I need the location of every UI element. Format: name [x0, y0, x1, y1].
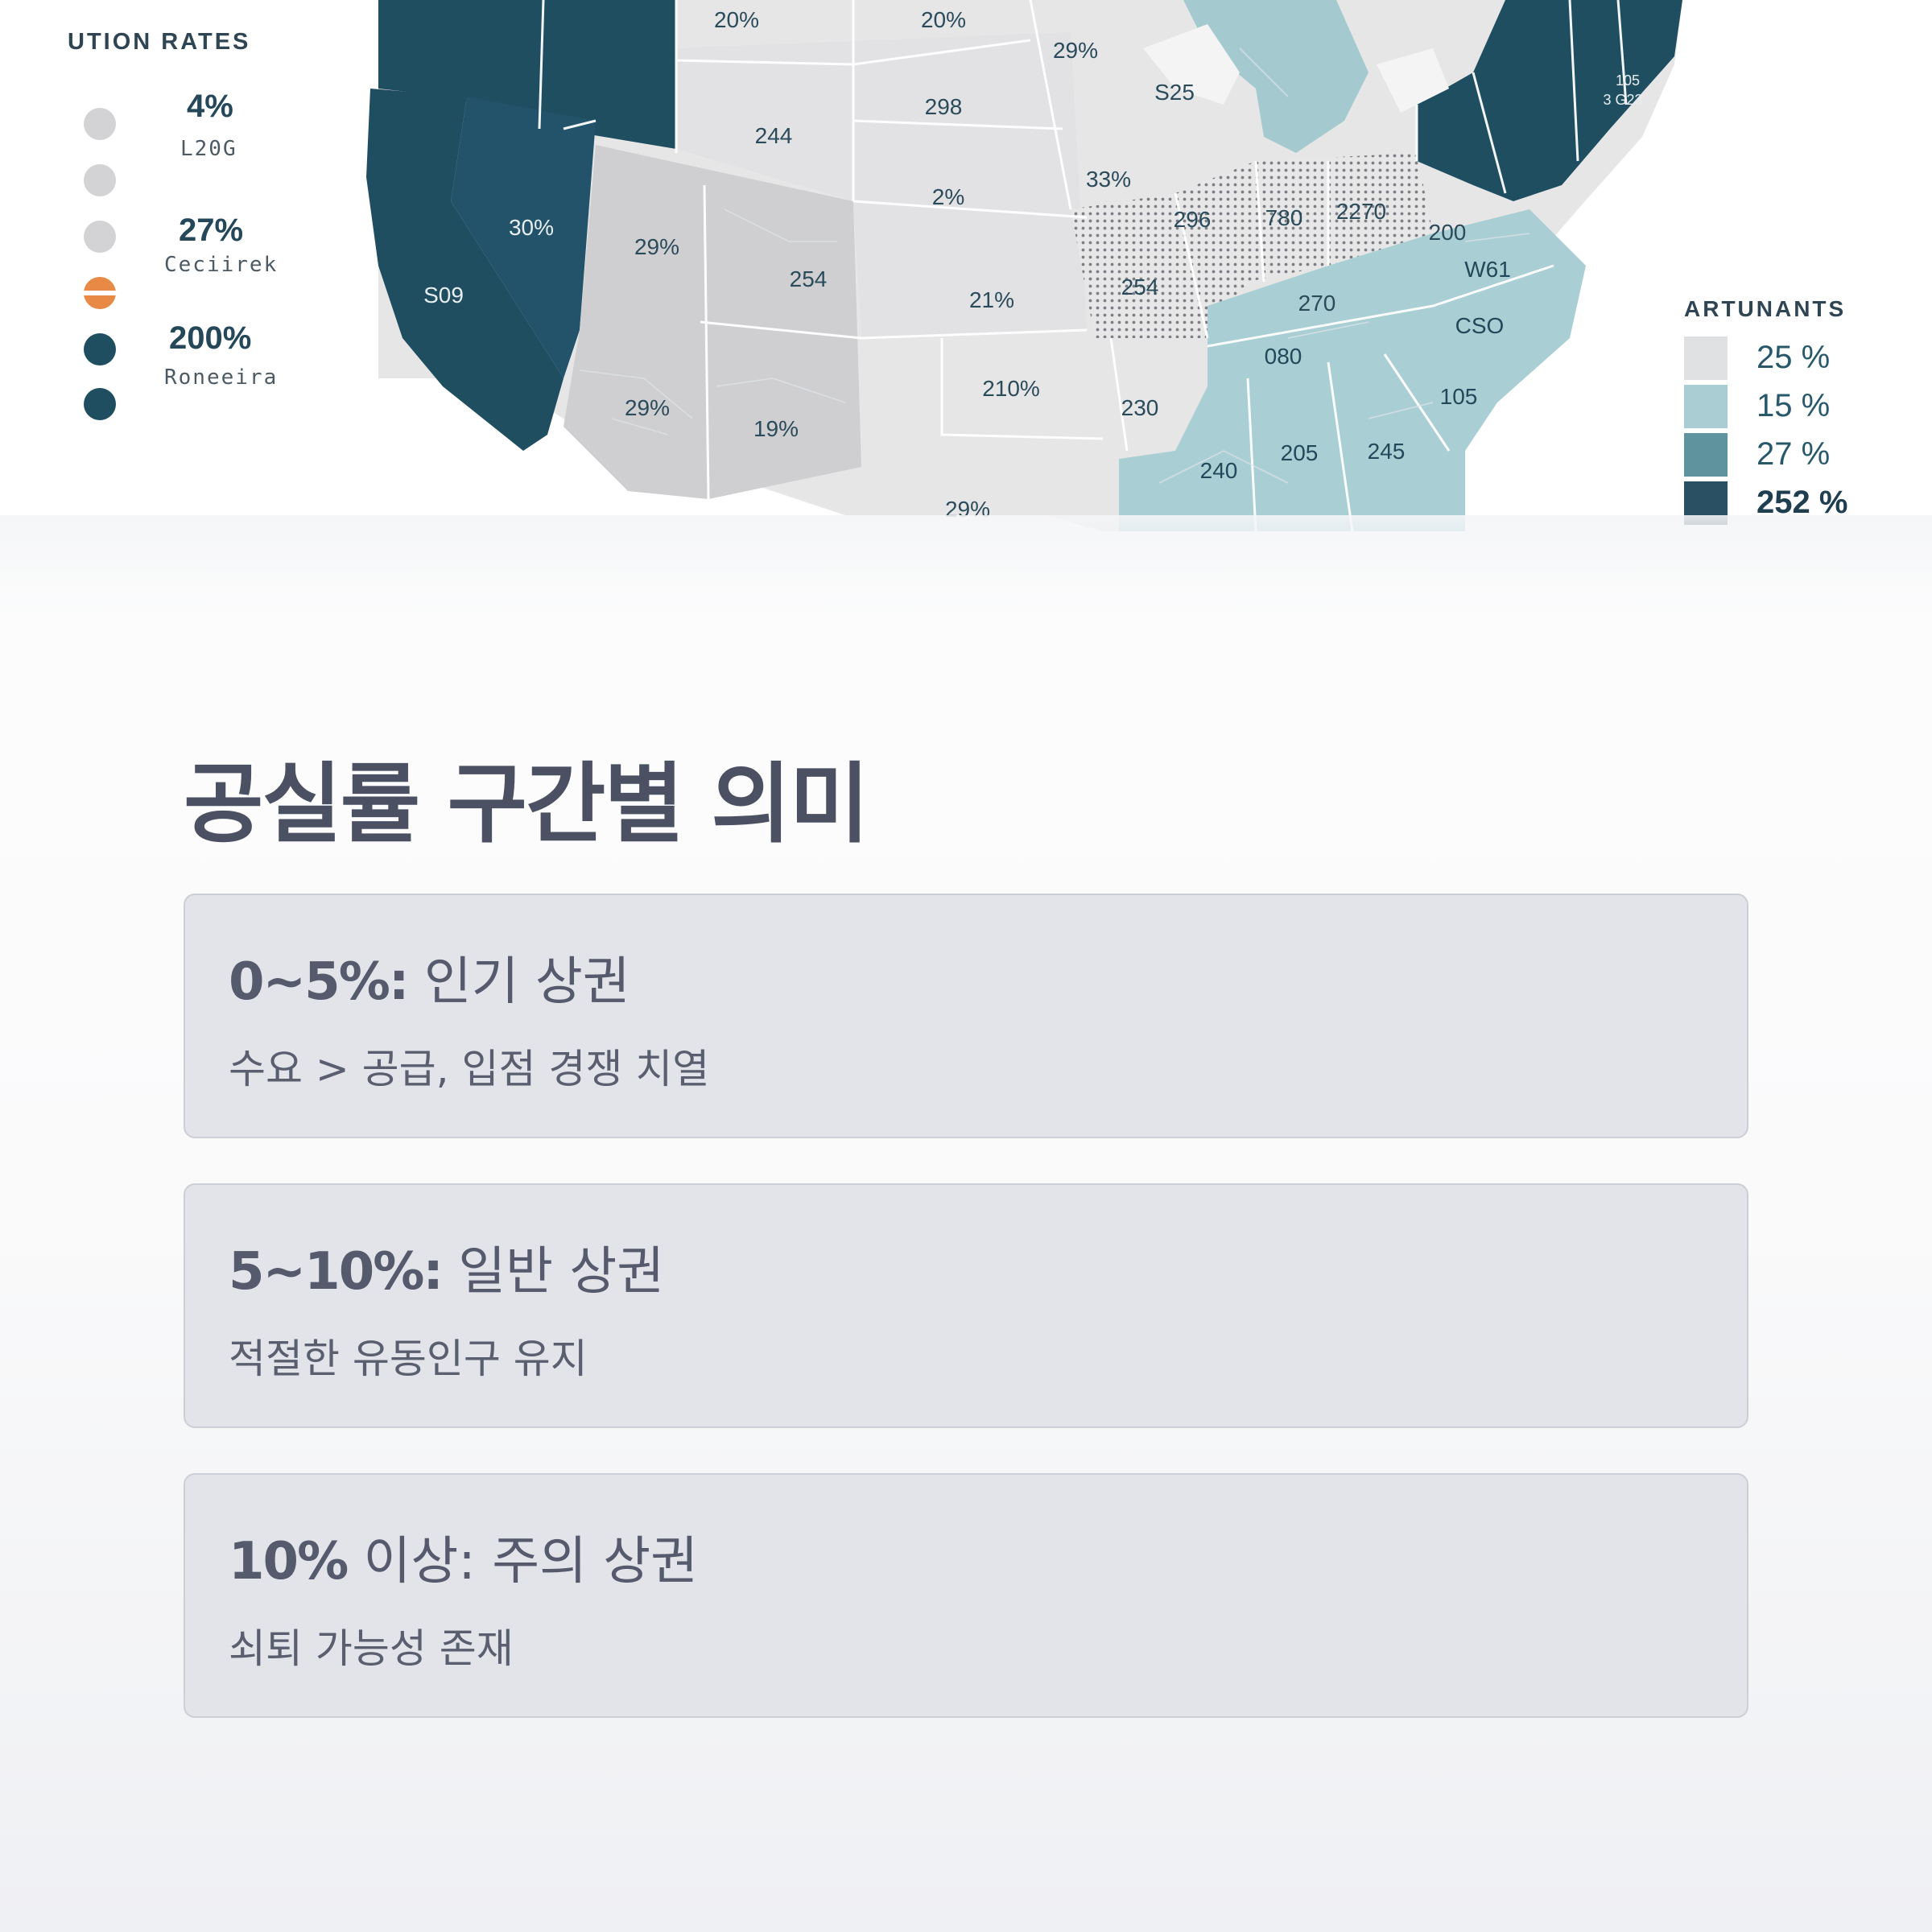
card-label: 인기 상권: [407, 952, 630, 1012]
card-popular: 0~5%: 인기 상권 수요 > 공급, 입점 경쟁 치열: [184, 894, 1748, 1138]
state-label: 19%: [753, 416, 799, 441]
state-label: 105: [1440, 384, 1478, 409]
state-label: 254: [790, 266, 828, 291]
card-description: 쇠퇴 가능성 존재: [229, 1625, 514, 1672]
region-northeast: [1417, 0, 1682, 201]
region-great-lakes: [1183, 0, 1368, 153]
left-legend-value-3: 200%: [169, 320, 252, 356]
state-label: 20%: [921, 7, 966, 32]
state-label: 29%: [1053, 38, 1098, 63]
legend-dot-5: [84, 333, 116, 365]
card-description: 적절한 유동인구 유지: [229, 1335, 588, 1382]
right-legend-label-3: 27 %: [1757, 436, 1831, 472]
right-legend-label-1: 25 %: [1757, 340, 1831, 375]
left-legend-value-2: 27%: [179, 213, 244, 248]
card-range: 0~5%:: [229, 952, 409, 1012]
state-label: 780: [1265, 205, 1303, 230]
state-label: 210%: [982, 376, 1040, 401]
state-label: S25: [1154, 80, 1195, 105]
card-range: 10%: [229, 1532, 349, 1591]
state-label: 080: [1265, 344, 1302, 369]
lakes: [1143, 24, 1449, 113]
vacancy-map-panel: 20% 20% 29% S25 298 244 2% 33% 30% 29% 254 21% S09 29…: [0, 0, 1932, 531]
region-plains: [676, 32, 1087, 338]
state-label: 240: [1200, 458, 1238, 483]
state-label: 298: [925, 94, 963, 119]
state-label: CSO: [1455, 313, 1505, 338]
legend-dot-3: [84, 221, 116, 253]
state-label: 30%: [509, 215, 554, 240]
right-legend-title: ARTUNANTS: [1684, 296, 1847, 321]
state-label: 200: [1429, 220, 1467, 245]
state-label: 205: [1281, 440, 1319, 465]
region-northwest: [378, 0, 676, 149]
state-label: 254: [1121, 275, 1159, 299]
state-label: W61: [1464, 257, 1511, 282]
left-legend-title: UTION RATES: [68, 29, 251, 55]
left-legend-value-1: 4%: [187, 89, 233, 124]
left-legend: UTION RATES 4% L20G 27% Ceciirek 200% Ro…: [68, 29, 325, 420]
county-lines: [579, 47, 1530, 484]
state-label: 21%: [969, 287, 1014, 312]
state-label: 20%: [714, 7, 759, 32]
state-label: 33%: [1086, 167, 1131, 192]
card-title: 5~10%: 일반 상권: [229, 1230, 664, 1304]
left-legend-sub-2: Ceciirek: [164, 253, 279, 277]
state-label: 244: [755, 123, 793, 148]
card-caution: 10% 이상: 주의 상권 쇠퇴 가능성 존재: [184, 1473, 1748, 1718]
region-southeast: [1119, 209, 1586, 531]
right-legend-swatch-1: [1684, 336, 1728, 380]
state-label: 296: [1174, 207, 1212, 232]
state-label: 105: [1616, 72, 1640, 89]
left-legend-sub-1: L20G: [180, 137, 237, 161]
card-description: 수요 > 공급, 입점 경쟁 치열: [229, 1046, 710, 1092]
right-legend-label-4: 252 %: [1757, 485, 1848, 520]
state-label: 29%: [634, 234, 679, 259]
state-label: 245: [1368, 439, 1406, 464]
right-legend-swatch-3: [1684, 433, 1728, 477]
state-borders: [538, 0, 1628, 531]
us-vacancy-map: 20% 20% 29% S25 298 244 2% 33% 30% 29% 254 21% S09 29…: [366, 0, 1682, 531]
card-normal: 5~10%: 일반 상권 적절한 유동인구 유지: [184, 1183, 1748, 1428]
state-label: 29%: [625, 395, 670, 420]
map-fade: [0, 515, 1932, 628]
right-legend-swatch-2: [1684, 385, 1728, 428]
card-label: 이상: 주의 상권: [347, 1532, 699, 1591]
right-legend-label-2: 15 %: [1757, 388, 1831, 423]
card-title: 10% 이상: 주의 상권: [229, 1520, 698, 1594]
legend-dot-2: [84, 164, 116, 196]
region-nevada: [451, 97, 596, 378]
state-label: 270: [1298, 291, 1336, 316]
region-california: [366, 89, 564, 451]
card-title: 0~5%: 인기 상권: [229, 940, 630, 1014]
state-label: 2%: [932, 184, 964, 209]
state-label: 230: [1121, 395, 1159, 420]
state-label: S09: [423, 283, 464, 308]
legend-dot-6: [84, 388, 116, 420]
region-midwest-dotted: [1071, 153, 1433, 338]
legend-dot-1: [84, 108, 116, 140]
state-label: 3 G23: [1603, 92, 1642, 108]
section-title: 공실률 구간별 의미: [184, 754, 869, 855]
legend-dot-4: [84, 277, 116, 309]
state-label: 2270: [1336, 199, 1386, 224]
card-range: 5~10%:: [229, 1242, 444, 1302]
card-label: 일반 상권: [441, 1242, 665, 1302]
right-legend: ARTUNANTS 25 % 15 % 27 % 252 %: [1684, 290, 1926, 531]
left-legend-sub-3: Roneeira: [164, 365, 279, 390]
